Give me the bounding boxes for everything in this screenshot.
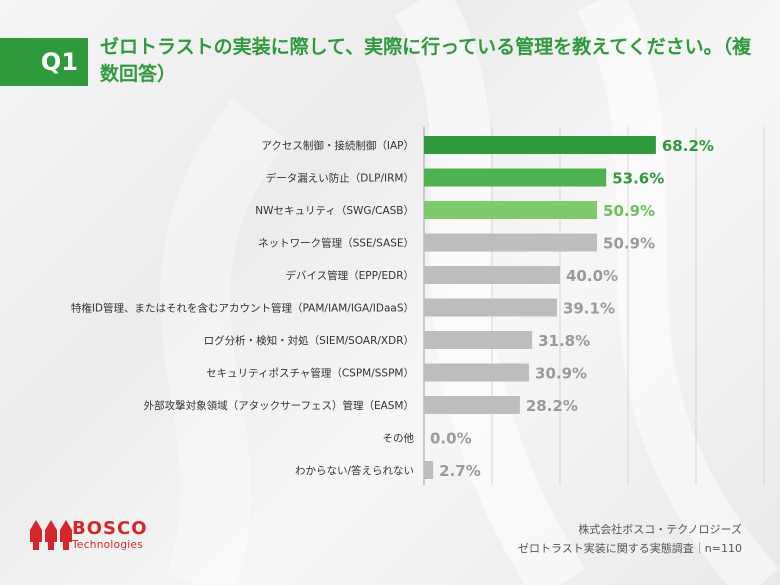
bar xyxy=(424,233,598,252)
bar xyxy=(424,298,557,317)
value-label: 50.9% xyxy=(603,202,655,220)
category-label: アクセス制御・接続制御（IAP） xyxy=(261,139,414,152)
value-label: 30.9% xyxy=(535,365,587,383)
bosco-logo-icon xyxy=(30,520,72,550)
category-label: セキュリティポスチャ管理（CSPM/SSPM） xyxy=(206,367,414,380)
category-label: デバイス管理（EPP/EDR） xyxy=(285,269,414,282)
category-label: データ漏えい防止（DLP/IRM） xyxy=(266,172,414,185)
category-label: 特権ID管理、またはそれを含むアカウント管理（PAM/IAM/IGA/IDaaS… xyxy=(71,302,414,315)
logo-subtitle: Technologies xyxy=(72,539,144,551)
category-label: 外部攻撃対象領域（アタックサーフェス）管理（EASM） xyxy=(144,399,414,412)
bar xyxy=(424,396,520,414)
footer: 株式会社ボスコ・テクノロジーズ ゼロトラスト実装に関する実態調査｜n=110 xyxy=(518,520,742,558)
footer-company: 株式会社ボスコ・テクノロジーズ xyxy=(578,523,742,536)
value-label: 68.2% xyxy=(662,137,714,155)
bar xyxy=(424,201,598,219)
question-number-badge: Q1 xyxy=(0,38,88,86)
value-label: 31.8% xyxy=(538,332,590,350)
category-label: ログ分析・検知・対処（SIEM/SOAR/XDR） xyxy=(204,334,414,347)
bar xyxy=(424,461,434,479)
footer-survey: ゼロトラスト実装に関する実態調査｜n=110 xyxy=(518,542,742,555)
bar xyxy=(424,136,656,154)
value-label: 28.2% xyxy=(526,397,578,415)
value-label: 0.0% xyxy=(430,430,472,448)
bar xyxy=(424,363,530,382)
category-label: その他 xyxy=(383,432,415,445)
logo-text: BOSCO Technologies xyxy=(72,518,148,552)
category-label: わからない/答えられない xyxy=(295,464,414,477)
category-label: ネットワーク管理（SSE/SASE） xyxy=(258,237,414,250)
bar xyxy=(424,168,607,187)
question-title: ゼロトラストの実装に際して、実際に行っている管理を教えてください。（複数回答） xyxy=(100,36,752,85)
bar-chart: アクセス制御・接続制御（IAP） 68.2% データ漏えい防止（DLP/IRM） 53… xyxy=(71,127,765,485)
bar xyxy=(424,266,560,284)
bar xyxy=(424,331,533,349)
value-label: 39.1% xyxy=(563,300,615,318)
value-label: 50.9% xyxy=(603,235,655,253)
category-label: NWセキュリティ（SWG/CASB） xyxy=(255,205,414,217)
value-label: 2.7% xyxy=(439,462,481,480)
value-label: 40.0% xyxy=(566,267,618,285)
value-label: 53.6% xyxy=(612,170,664,188)
logo-name: BOSCO xyxy=(72,518,148,539)
